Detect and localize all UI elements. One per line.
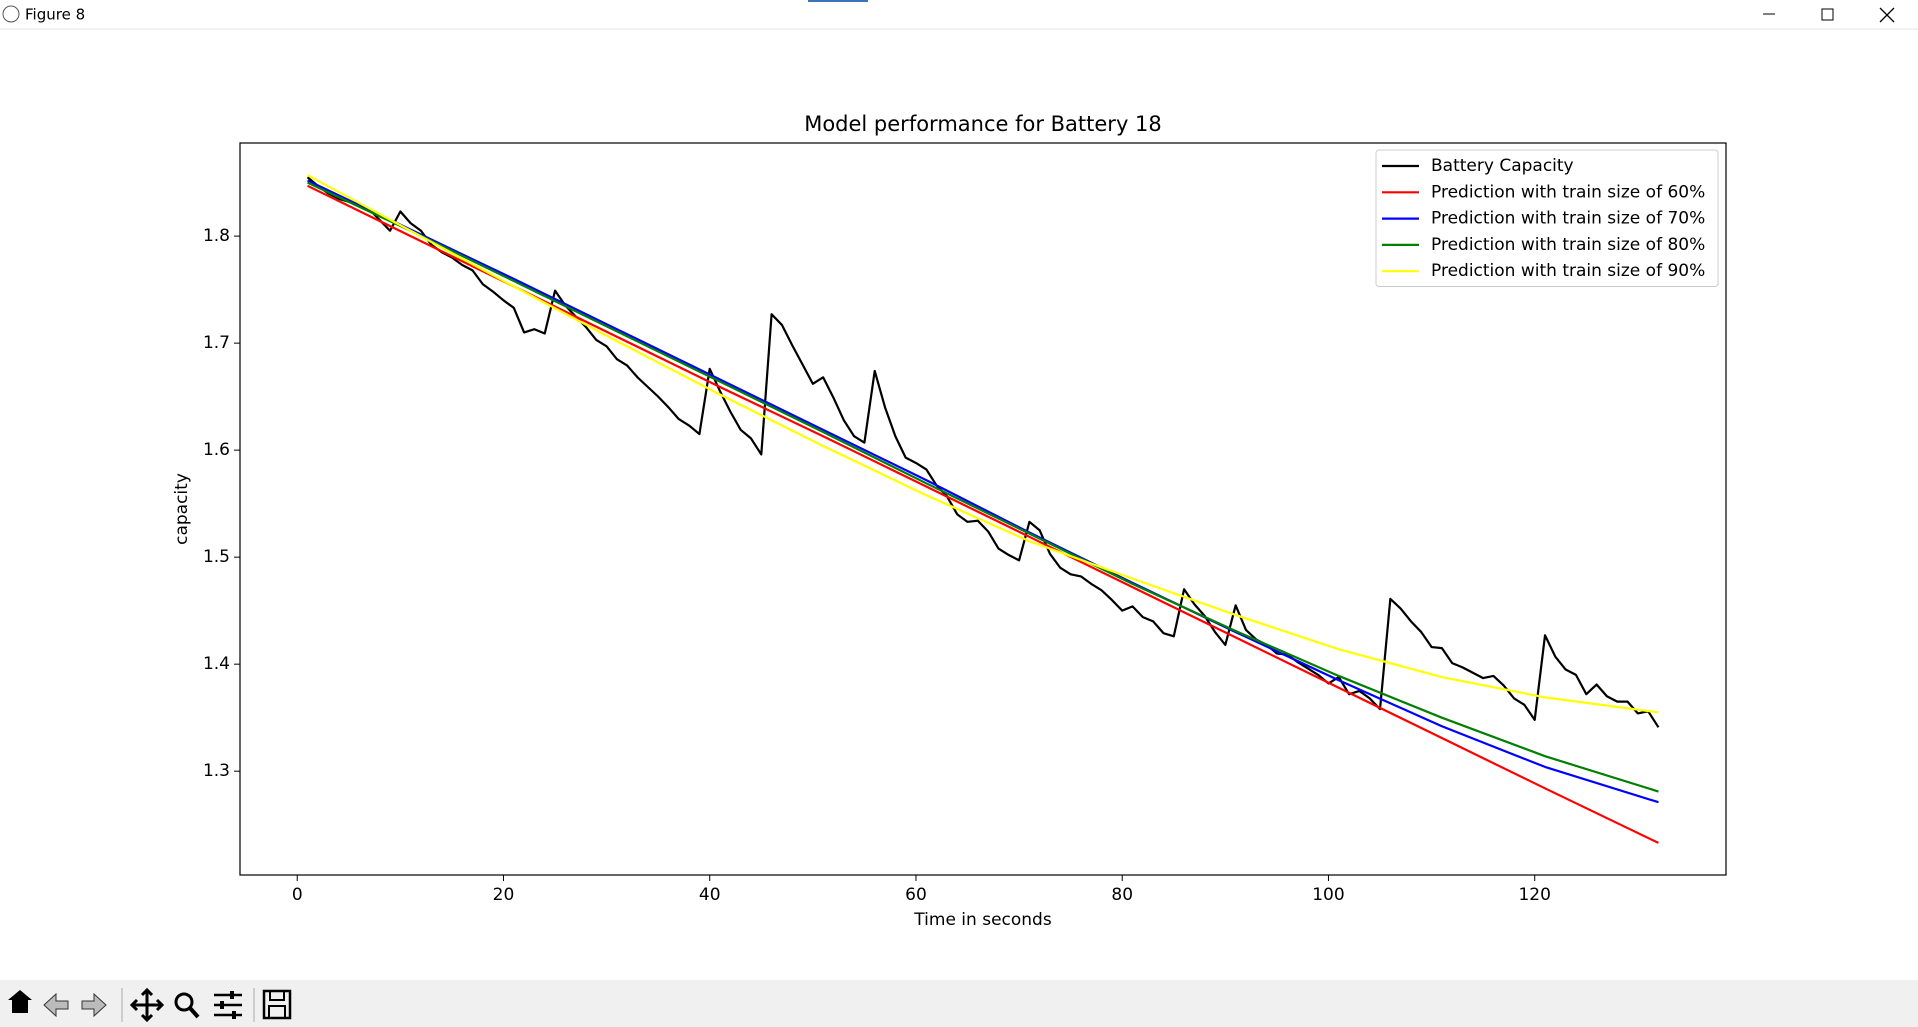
- x-tick-label: 0: [292, 885, 303, 905]
- legend-label: Prediction with train size of 60%: [1431, 182, 1705, 202]
- y-tick-label: 1.3: [203, 761, 230, 781]
- x-tick-label: 80: [1111, 885, 1133, 905]
- y-axis-label: capacity: [172, 473, 192, 545]
- x-tick-label: 120: [1518, 885, 1550, 905]
- x-tick-label: 20: [493, 885, 515, 905]
- y-tick-label: 1.8: [203, 226, 230, 246]
- pan-button[interactable]: [129, 987, 165, 1023]
- x-tick-label: 40: [699, 885, 721, 905]
- taskbar-hint: [808, 0, 868, 2]
- y-tick-label: 1.7: [203, 333, 230, 353]
- zoom-button[interactable]: [174, 992, 200, 1019]
- window-title: Figure 8: [25, 6, 85, 24]
- x-axis-label: Time in seconds: [913, 910, 1052, 930]
- configure-button[interactable]: [214, 991, 242, 1019]
- y-tick-label: 1.4: [203, 654, 230, 674]
- toolbar: [0, 980, 1918, 1027]
- back-button[interactable]: [43, 992, 69, 1018]
- close-button[interactable]: [1879, 7, 1895, 23]
- legend-box: [1375, 149, 1719, 287]
- legend-label: Prediction with train size of 70%: [1431, 209, 1705, 229]
- chart-title: Model performance for Battery 18: [804, 112, 1162, 136]
- series-line: [307, 174, 1659, 714]
- legend-label: Prediction with train size of 80%: [1431, 235, 1705, 255]
- home-button[interactable]: [8, 990, 32, 1013]
- y-tick-label: 1.6: [203, 440, 230, 460]
- app-icon: [2, 5, 20, 23]
- series-line: [306, 176, 1660, 728]
- series-line: [307, 181, 1659, 793]
- save-button[interactable]: [262, 989, 292, 1020]
- plot-frame: [239, 142, 1727, 876]
- y-tick-label: 1.5: [203, 547, 230, 567]
- title-bar: [0, 0, 1918, 29]
- legend: Battery Capacity Prediction with train si…: [1375, 149, 1719, 287]
- x-tick-label: 100: [1312, 885, 1344, 905]
- legend-label: Prediction with train size of 90%: [1431, 261, 1705, 281]
- forward-button[interactable]: [81, 992, 107, 1018]
- legend-label: Battery Capacity: [1431, 156, 1574, 176]
- restore-button[interactable]: [1821, 8, 1834, 21]
- series-line: [307, 179, 1659, 804]
- x-tick-label: 60: [905, 885, 927, 905]
